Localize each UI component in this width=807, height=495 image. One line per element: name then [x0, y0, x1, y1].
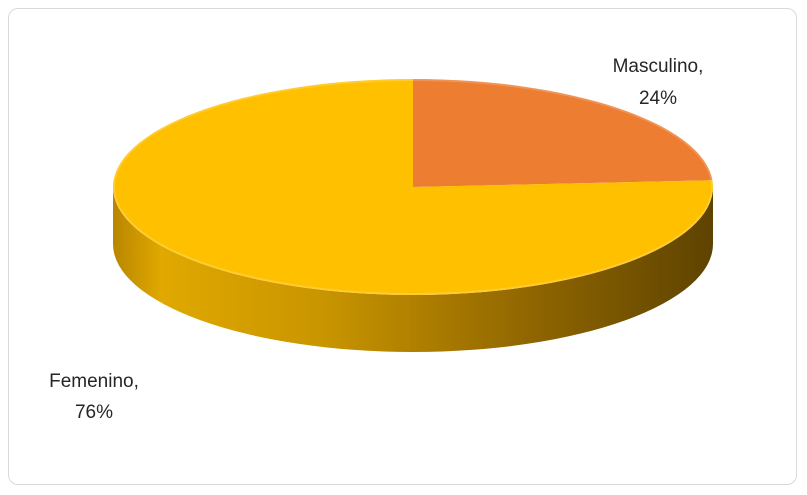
data-label-femenino-name: Femenino, — [49, 371, 139, 392]
data-label-femenino-value: 76% — [75, 402, 113, 423]
pie-slice-masculino — [413, 79, 713, 187]
data-label-masculino-name: Masculino, — [613, 56, 704, 77]
data-label-masculino-value: 24% — [639, 88, 677, 109]
pie-wall-femenino — [113, 187, 713, 352]
pie-bevel-rim — [113, 79, 713, 295]
pie-side-wall — [113, 187, 713, 352]
pie-slice-femenino — [112, 79, 713, 296]
